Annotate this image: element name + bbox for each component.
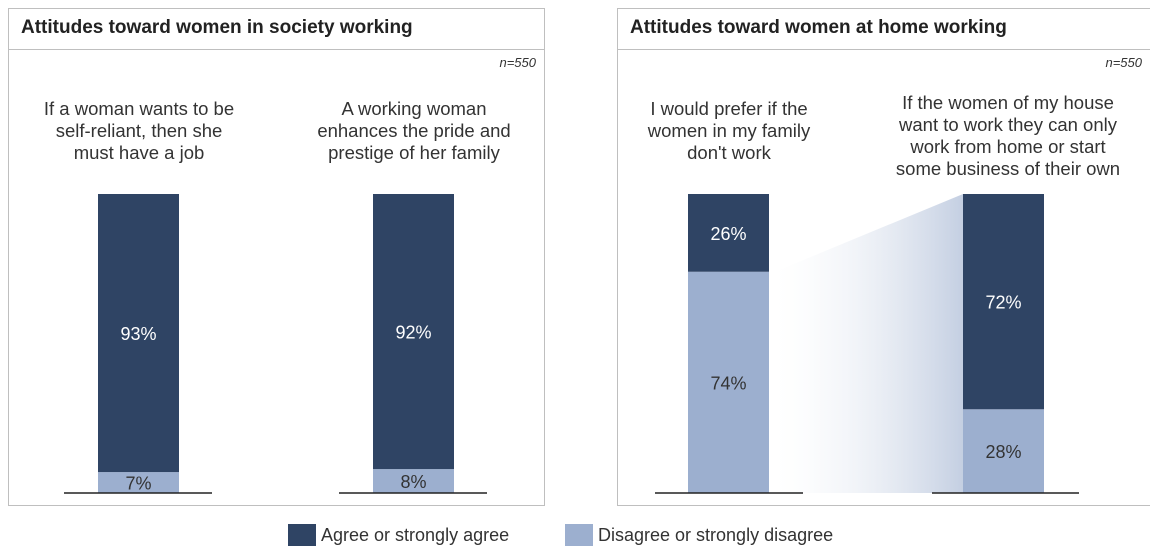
question-line: work from home or start: [910, 136, 1106, 157]
data-label-agree: 92%: [395, 323, 431, 343]
bar-segment-disagree: [963, 409, 1044, 493]
panel-title: Attitudes toward women at home working: [630, 17, 1007, 38]
question-line: women in my family: [647, 120, 811, 141]
question-label-work-from-home: If the women of my house want to work th…: [868, 92, 1148, 180]
data-label-agree: 26%: [710, 224, 746, 244]
sample-size-label: n=550: [499, 55, 536, 70]
data-label-disagree: 7%: [125, 474, 151, 494]
panel-header: Attitudes toward women in society workin…: [9, 9, 544, 50]
bar-segment-agree: [963, 194, 1044, 410]
panel-society: Attitudes toward women in society workin…: [8, 8, 545, 506]
legend-swatch-agree: [288, 524, 316, 546]
question-label-self-reliant: If a woman wants to be self-reliant, the…: [14, 98, 264, 164]
bar-segment-agree: [98, 194, 179, 473]
bar-segment-disagree: [373, 469, 454, 493]
question-line: don't work: [687, 142, 771, 163]
question-line: enhances the pride and: [317, 120, 511, 141]
connector-band: [775, 194, 963, 493]
legend-label-agree: Agree or strongly agree: [321, 525, 510, 545]
panel-title: Attitudes toward women in society workin…: [21, 17, 413, 38]
data-label-agree: 72%: [985, 293, 1021, 313]
bar-segment-disagree: [688, 271, 769, 493]
question-line: want to work they can only: [899, 114, 1117, 135]
question-line: self-reliant, then she: [55, 120, 223, 141]
question-line: must have a job: [73, 142, 205, 163]
data-label-disagree: 28%: [985, 442, 1021, 462]
question-line: If a woman wants to be: [43, 98, 235, 119]
data-label-disagree: 8%: [400, 472, 426, 492]
question-label-prefer-not-work: I would prefer if the women in my family…: [604, 98, 854, 164]
bar-segment-disagree: [98, 472, 179, 493]
panel-home: Attitudes toward women at home working n…: [617, 8, 1150, 506]
panel-header: Attitudes toward women at home working: [618, 9, 1150, 50]
question-line: I would prefer if the: [650, 98, 808, 119]
question-line: prestige of her family: [328, 142, 500, 163]
data-label-agree: 93%: [120, 324, 156, 344]
question-line: some business of their own: [895, 158, 1121, 179]
question-line: If the women of my house: [902, 92, 1114, 113]
question-label-pride: A working woman enhances the pride and p…: [289, 98, 539, 164]
question-line: A working woman: [341, 98, 487, 119]
bar-segment-agree: [688, 194, 769, 272]
sample-size-label: n=550: [1105, 55, 1142, 70]
legend-label-disagree: Disagree or strongly disagree: [598, 525, 834, 545]
bar-segment-agree: [373, 194, 454, 470]
legend-swatch-disagree: [565, 524, 593, 546]
data-label-disagree: 74%: [710, 373, 746, 393]
